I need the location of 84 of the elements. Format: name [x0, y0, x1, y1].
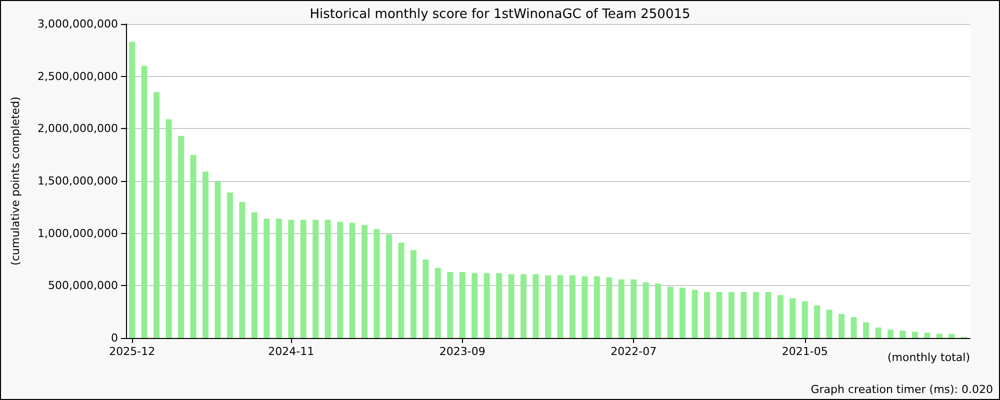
- text: Graph creation timer (ms): 0.020: [810, 383, 994, 396]
- y-tick-label: 1,000,000,000: [38, 226, 118, 240]
- bar: [887, 330, 894, 338]
- bar: [777, 295, 784, 338]
- x-tick-label: 2025-12: [109, 345, 156, 358]
- bar: [141, 66, 148, 338]
- bar: [312, 220, 319, 338]
- bar: [264, 218, 270, 338]
- bar: [349, 222, 356, 338]
- y-tick-label: 3,000,000,000: [38, 18, 118, 30]
- bar: [802, 301, 808, 338]
- bar: [337, 222, 344, 338]
- bar: [520, 274, 527, 338]
- bar: [606, 277, 612, 338]
- bar: [680, 288, 686, 338]
- bar: [704, 292, 710, 338]
- bar: [545, 275, 551, 338]
- bar: [374, 229, 380, 338]
- bar: [447, 272, 454, 338]
- bar: [667, 286, 674, 338]
- bar: [496, 273, 502, 338]
- y-axis-title: (cumulative points completed): [9, 96, 22, 266]
- bar: [288, 220, 294, 338]
- y-tick-label: 2,000,000,000: [38, 122, 118, 136]
- bar: [129, 42, 136, 338]
- y-tick-label: 1,500,000,000: [38, 174, 118, 188]
- bar: [569, 275, 576, 338]
- x-tick-label: 2023-09: [439, 345, 486, 358]
- y-tick-label: 500,000,000: [48, 279, 118, 292]
- bar: [276, 218, 282, 338]
- bar: [508, 274, 514, 338]
- bar: [814, 306, 820, 338]
- bar: [875, 328, 882, 338]
- bar: [692, 290, 698, 338]
- bar: [716, 292, 722, 338]
- bar: [459, 272, 466, 338]
- chart-title: Historical monthly score for 1stWinonaGC of Team 250015: [310, 7, 690, 22]
- bar: [863, 322, 870, 338]
- x-tick-label: 2024-11: [268, 345, 314, 358]
- bar: [630, 279, 637, 338]
- bar: [410, 250, 416, 338]
- bar: [202, 172, 209, 338]
- bar: [618, 279, 624, 338]
- x-tick-label: 2022-07: [610, 345, 657, 358]
- bar: [386, 234, 392, 338]
- bar: [655, 284, 662, 338]
- bar: [912, 332, 918, 338]
- bar: [948, 334, 955, 338]
- bar: [214, 181, 221, 338]
- y-tick-label: 2,500,000,000: [38, 70, 118, 83]
- bar: [154, 92, 160, 338]
- bar: [190, 154, 196, 338]
- y-tick-label: 0: [111, 332, 118, 344]
- bar: [740, 292, 747, 338]
- bar: [642, 282, 649, 338]
- bar: [484, 273, 490, 338]
- bar: [472, 273, 478, 338]
- bar: [239, 202, 246, 338]
- bar: [178, 136, 184, 338]
- bar: [166, 119, 172, 338]
- bar: [557, 275, 564, 338]
- bar: [300, 220, 306, 338]
- bar: [790, 298, 796, 338]
- x-axis-title: (monthly total): [888, 351, 970, 364]
- bar: [936, 334, 942, 338]
- bar: [728, 292, 734, 338]
- bar: [398, 242, 404, 338]
- bar: [900, 330, 906, 338]
- bar: [752, 292, 759, 338]
- bar: [251, 212, 258, 338]
- x-tick-label: 2021-05: [782, 345, 828, 358]
- bar: [422, 260, 429, 338]
- bar: [362, 224, 368, 338]
- bar: [826, 310, 832, 338]
- bar: [765, 292, 772, 338]
- bar: [850, 317, 857, 338]
- bar: [226, 192, 233, 338]
- bar: [924, 332, 930, 338]
- bar: [582, 276, 588, 338]
- bar: [594, 276, 600, 338]
- bar: [324, 220, 331, 338]
- bar: [838, 314, 845, 338]
- bar: [532, 274, 539, 338]
- bar: [434, 268, 441, 338]
